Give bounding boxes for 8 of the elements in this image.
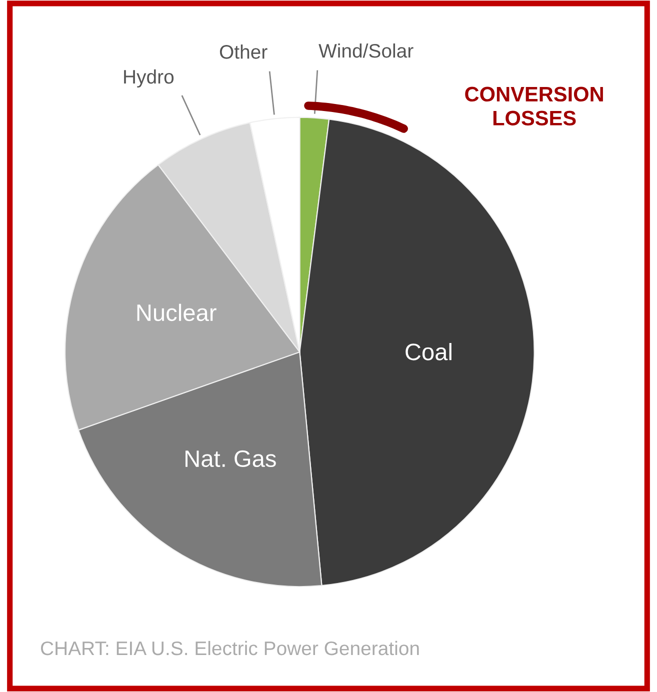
slice-label: Hydro [124,69,174,88]
slice-label: Nat. Gas [186,450,276,468]
text: CONVERSION LOSSES [465,86,603,126]
slice-label: Coal [406,342,452,360]
slice-label: Other [220,44,268,59]
text: CHART: EIA U.S. Electric Power Generation [40,640,419,656]
slice-label: Wind/Solar [318,43,414,58]
slice-label: Nuclear [137,304,216,322]
